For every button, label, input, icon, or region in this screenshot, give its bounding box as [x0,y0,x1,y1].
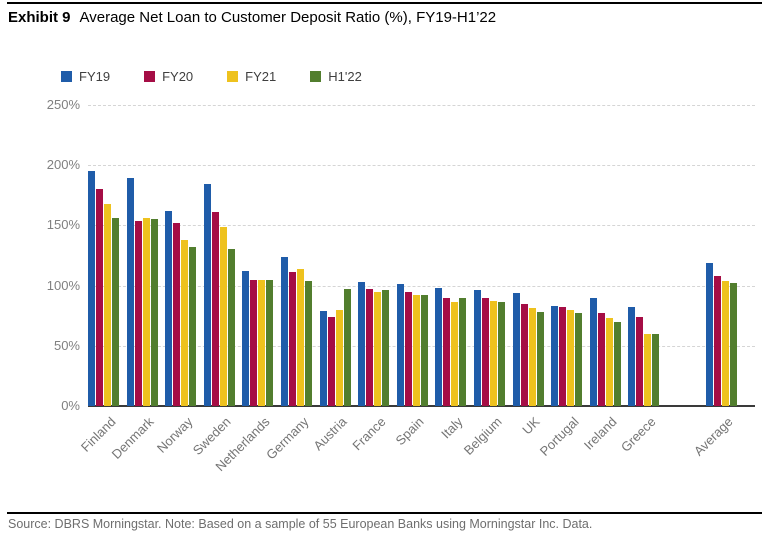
legend-item: FY21 [227,69,276,84]
bar-portugal-fy20 [559,307,567,406]
bar-germany-fy20 [289,272,296,406]
bar-uk-fy20 [520,303,528,406]
bar-belgium-fy20 [482,297,489,406]
bar-average-fy19 [705,262,713,406]
chart-title: Average Net Loan to Customer Deposit Rat… [79,9,497,26]
bar-ireland-fy21 [605,318,613,406]
legend-item: FY19 [61,69,110,84]
bar-norway-fy21 [181,239,189,406]
bar-germany-h122 [305,280,312,406]
bar-norway-fy19 [165,210,173,406]
bar-france-fy21 [374,291,382,406]
gridline-250 [88,105,755,106]
y-axis-tick-label: 100% [46,277,80,293]
bar-italy-fy19 [435,288,443,406]
bar-spain-fy20 [404,291,412,406]
bar-ireland-fy19 [589,297,597,406]
bar-spain-fy19 [396,284,404,406]
bar-denmark-h122 [150,219,158,406]
bar-netherlands-fy19 [242,271,250,406]
bar-austria-fy20 [327,316,335,406]
bar-austria-h122 [343,289,351,406]
bar-belgium-fy19 [474,290,481,406]
bar-norway-fy20 [173,222,181,406]
bar-denmark-fy20 [134,220,142,406]
legend-swatch-fy21 [227,71,239,82]
legend-item: FY20 [144,69,193,84]
bar-belgium-h122 [498,302,505,406]
chart-header: Exhibit 9 Average Net Loan to Customer De… [8,9,496,26]
legend-swatch-h122 [310,71,322,82]
exhibit-number: Exhibit 9 [8,9,71,26]
legend-item: H1'22 [310,69,362,84]
bar-italy-fy20 [443,297,451,406]
gridline-100 [88,285,755,287]
bar-germany-fy21 [297,268,304,406]
x-axis-label-average: Average [691,414,736,459]
bar-greece-fy21 [644,333,652,406]
y-axis-tick-label: 250% [46,97,80,112]
bar-netherlands-fy21 [258,279,266,406]
source-note: Source: DBRS Morningstar. Note: Based on… [8,517,593,531]
y-axis-tick-label: 200% [46,157,80,173]
bar-spain-h122 [420,295,428,406]
bar-average-fy21 [721,280,729,406]
bar-sweden-fy20 [211,212,219,406]
bar-netherlands-fy20 [250,279,258,406]
bar-france-fy19 [358,281,366,406]
y-axis-tick-label: 0% [61,398,80,413]
bar-austria-fy21 [335,309,343,406]
bar-finland-fy21 [104,203,111,406]
bar-france-h122 [382,290,390,406]
bar-portugal-fy19 [551,306,559,406]
top-rule [7,2,762,4]
gridline-150 [88,225,755,227]
bar-average-h122 [729,283,737,406]
bar-ireland-fy20 [597,313,605,406]
legend-label: FY20 [162,69,194,84]
gridline-200 [88,165,755,167]
bar-italy-h122 [459,297,467,406]
bar-portugal-h122 [575,313,583,406]
bar-denmark-fy19 [126,178,134,406]
bottom-rule [7,512,762,514]
bar-belgium-fy21 [490,301,497,406]
bar-greece-fy20 [636,316,644,406]
bar-uk-fy19 [512,292,520,406]
bar-uk-h122 [536,312,544,406]
bar-denmark-fy21 [142,218,150,406]
y-axis-tick-label: 150% [46,217,80,233]
bar-greece-fy19 [628,307,636,406]
bar-spain-fy21 [412,295,420,406]
bar-netherlands-h122 [266,279,274,406]
bar-norway-h122 [189,247,197,406]
bar-finland-fy20 [96,189,103,406]
legend-label: FY19 [79,69,111,84]
bar-austria-fy19 [319,310,327,406]
bar-sweden-h122 [227,249,235,406]
bar-average-fy20 [713,275,721,406]
x-axis-baseline [88,405,755,407]
legend-swatch-fy20 [144,71,156,82]
bar-portugal-fy21 [567,309,575,406]
chart-legend: FY19 FY20 FY21 H1'22 [61,69,362,84]
bar-france-fy20 [366,289,374,406]
legend-label: FY21 [245,69,277,84]
bar-italy-fy21 [451,302,459,406]
bar-sweden-fy21 [219,226,227,406]
bar-germany-fy19 [281,256,288,406]
bar-sweden-fy19 [203,184,211,406]
y-axis-tick-label: 50% [53,337,80,353]
bar-finland-fy19 [88,171,95,406]
bar-ireland-h122 [613,321,621,406]
legend-swatch-fy19 [61,71,72,82]
legend-label: H1'22 [328,69,362,84]
bar-greece-h122 [652,333,660,406]
bar-finland-h122 [112,218,119,406]
bar-uk-fy21 [528,308,536,406]
